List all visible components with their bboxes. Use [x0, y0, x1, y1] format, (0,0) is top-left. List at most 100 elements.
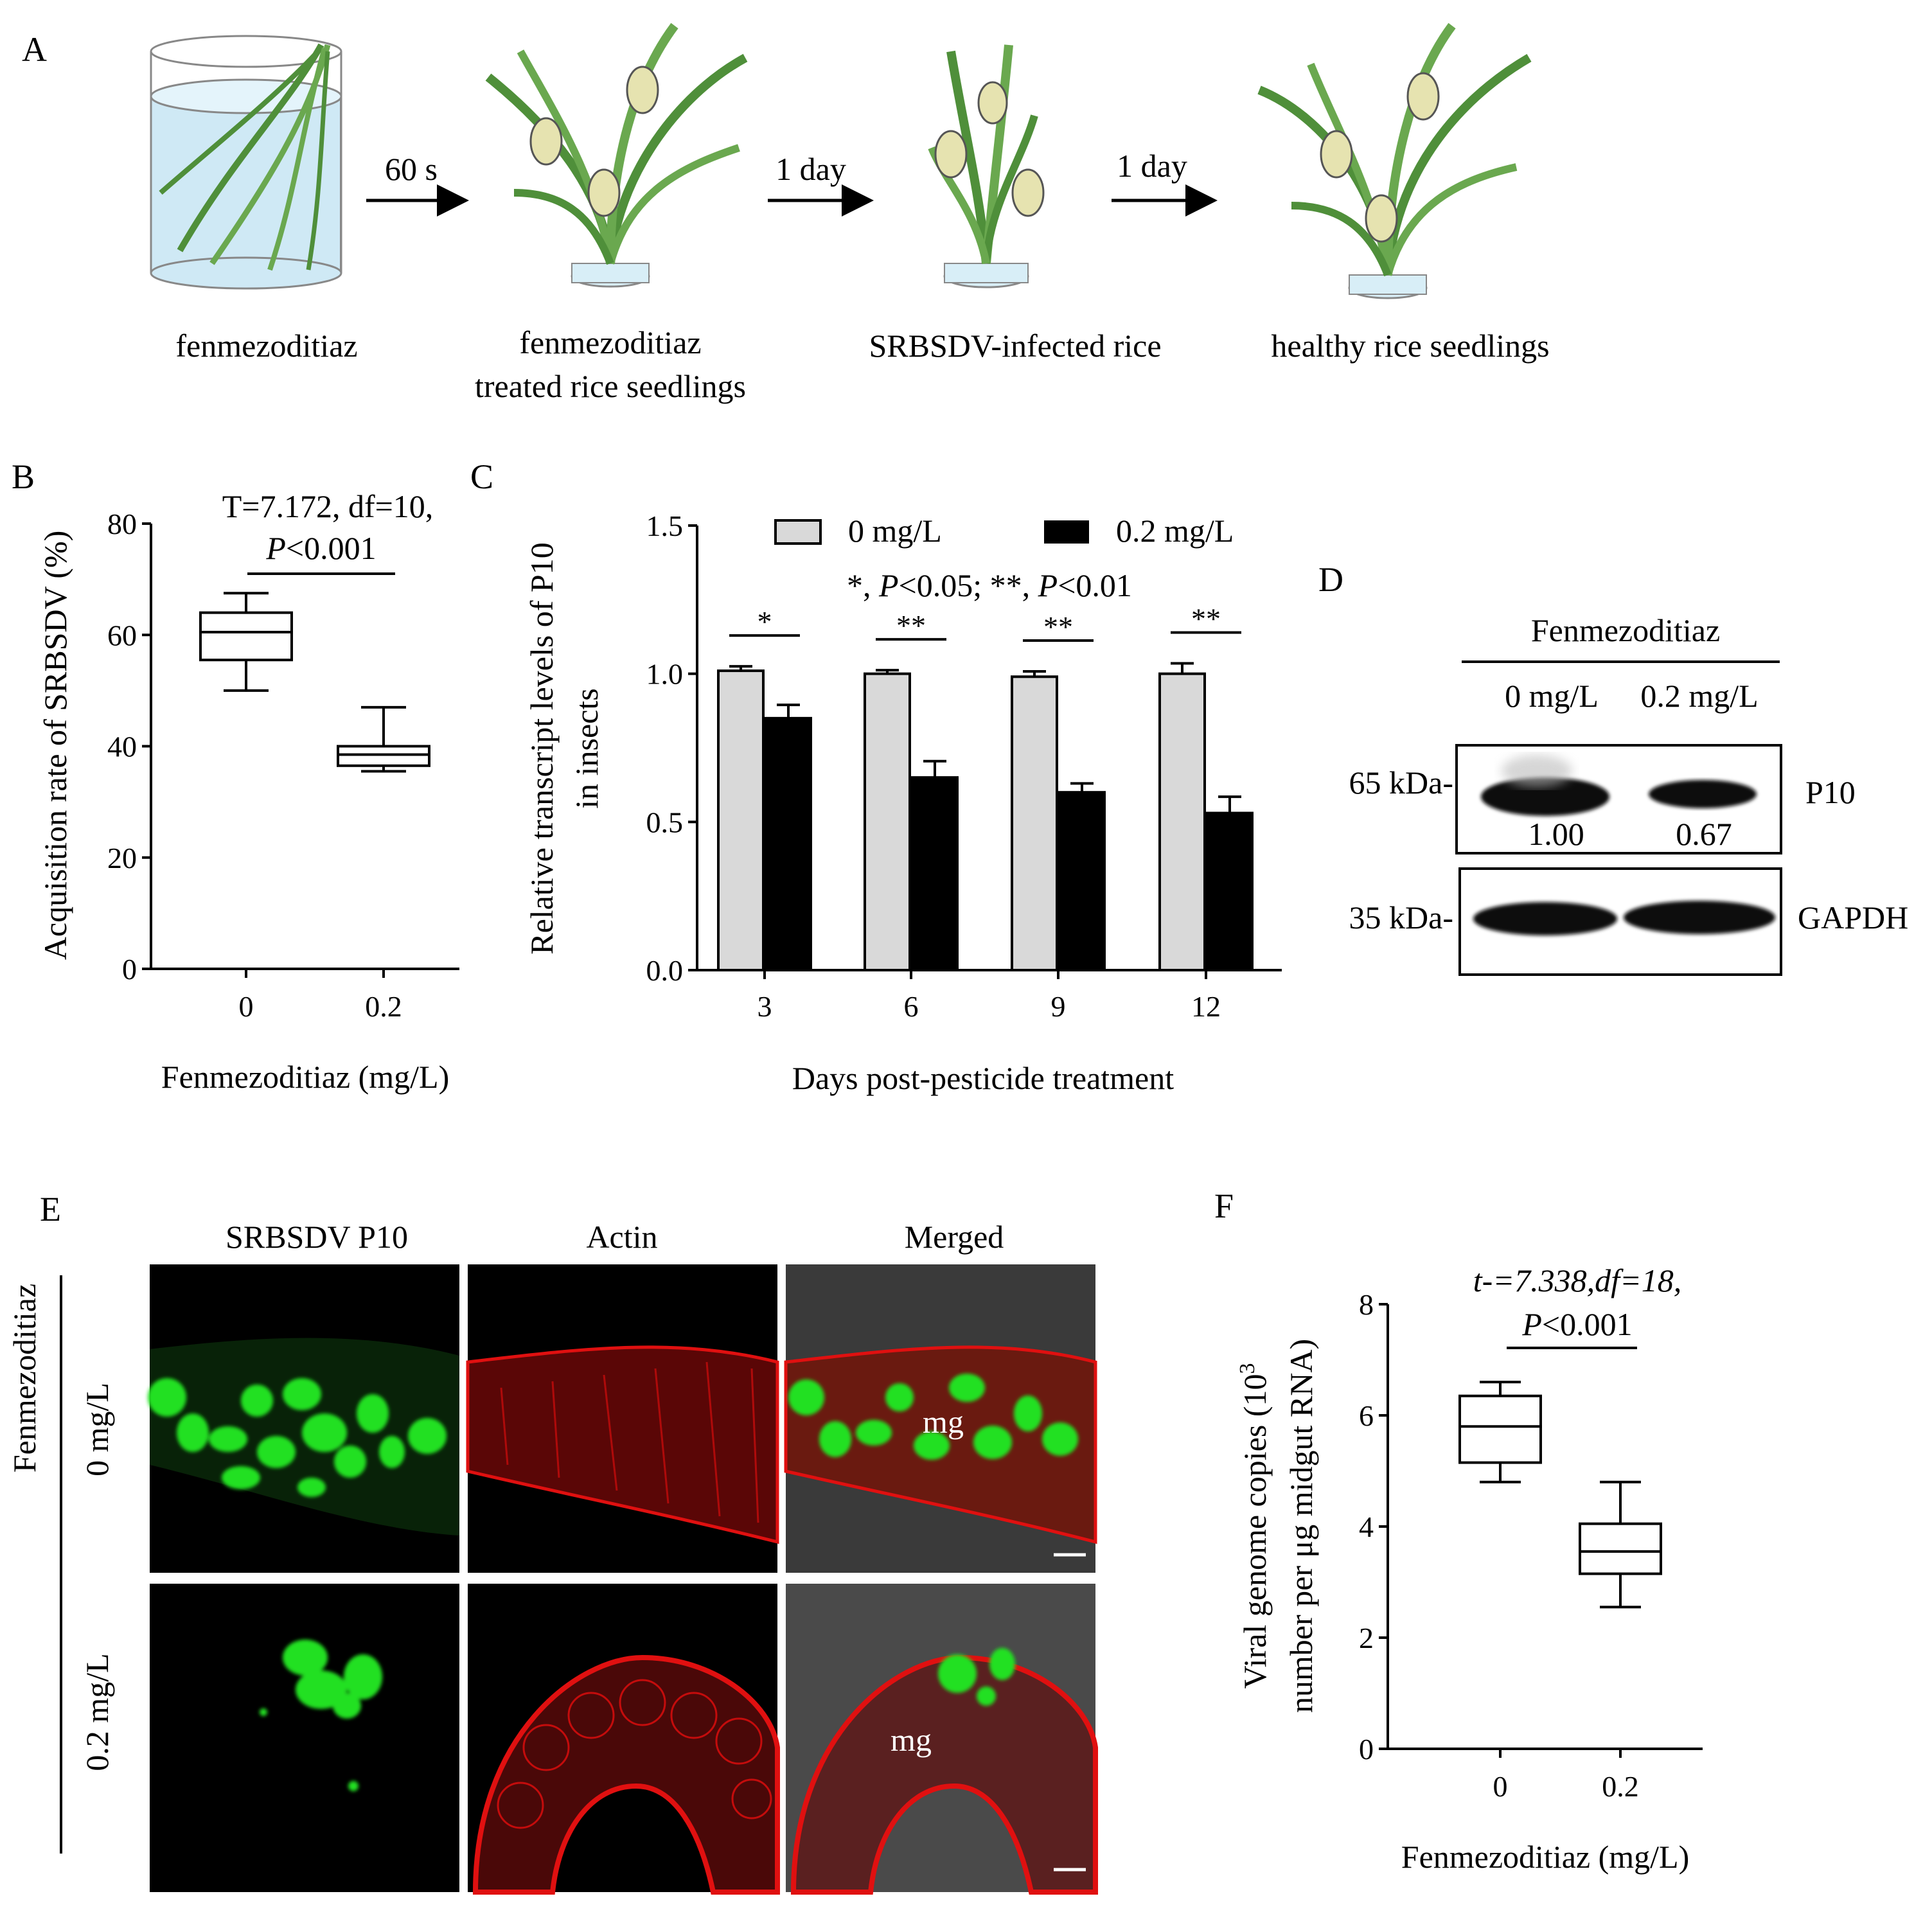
b-y-label: Acquisition rate of SRBSDV (%): [37, 531, 73, 960]
c-x-tick-label: 6: [904, 990, 919, 1023]
step-label-treated-line2: treated rice seedlings: [475, 368, 746, 404]
c-bar-treated: [911, 776, 959, 971]
c-bar-control: [717, 669, 765, 971]
b-y-tick-label: 80: [107, 508, 137, 540]
panel-letter-e: E: [40, 1190, 61, 1228]
c-x-label: Days post-pesticide treatment: [792, 1060, 1174, 1096]
panel-d: D Fenmezoditiaz 0 mg/L 0.2 mg/L 1.00 0.6…: [1318, 560, 1908, 976]
panel-letter-b: B: [12, 457, 35, 496]
c-bar-treated: [1058, 791, 1106, 971]
micrograph-0mg-p10: [148, 1264, 459, 1573]
band-gapdh-lane0: [1473, 902, 1617, 935]
e-row-1: 0.2 mg/L: [79, 1653, 115, 1771]
c-bar-control: [1158, 672, 1206, 971]
f-y-label-line2: number per μg midgut RNA): [1283, 1339, 1319, 1713]
c-x-tick-label: 3: [758, 990, 772, 1023]
c-y-label-line1: Relative transcript levels of P10: [524, 542, 560, 955]
d-quant-1: 0.67: [1676, 816, 1732, 852]
c-sig-stars: **: [896, 609, 926, 642]
micrograph-0mg-merged: mg: [784, 1264, 1097, 1573]
c-x-tick-label: 12: [1191, 990, 1221, 1023]
tissue-label-mg-0: mg: [923, 1404, 964, 1440]
step-label-treated-line1: fenmezoditiaz: [519, 324, 701, 360]
b-y-tick-label: 20: [107, 842, 137, 874]
legend-label-treated: 0.2 mg/L: [1116, 513, 1234, 549]
f-stat-p-value: <0.001: [1542, 1306, 1633, 1342]
chart-b: 0 20 40 60 80 0 0.2 Fenmezoditiaz (mg/L) Acquisi…: [37, 508, 459, 1095]
e-row-0: 0 mg/L: [79, 1383, 115, 1476]
band-label-p10: P10: [1805, 774, 1856, 810]
b-stat-line2: P<0.001: [265, 530, 376, 566]
f-y-tick-label: 4: [1359, 1510, 1374, 1543]
band-p10-lane0: [1481, 777, 1609, 816]
legend-swatch-treated: [1044, 520, 1089, 544]
b-stat-line1: T=7.172, df=10,: [222, 488, 434, 524]
f-y-tick-label: 6: [1359, 1399, 1374, 1432]
step-label-fenmezoditiaz: fenmezoditiaz: [175, 328, 357, 364]
f-x-label: Fenmezoditiaz (mg/L): [1401, 1839, 1689, 1875]
legend-label-control: 0 mg/L: [848, 513, 942, 549]
c-x-tick-label: 9: [1051, 990, 1066, 1023]
chart-f: 0 2 4 6 8 0 0.2 Fenmezoditiaz (mg/L) Viral genom…: [1236, 1288, 1703, 1875]
f-box: [1458, 1394, 1542, 1464]
band-gapdh-lane1: [1624, 901, 1775, 934]
band-label-gapdh: GAPDH: [1798, 899, 1908, 935]
step-label-infected: SRBSDV-infected rice: [869, 328, 1161, 364]
c-y-tick-label: 1.5: [646, 509, 684, 542]
c-sig-stars: *: [758, 605, 772, 638]
panel-letter-a: A: [22, 30, 47, 69]
micrograph-02mg-actin: [468, 1584, 780, 1895]
marker-65kda: 65 kDa-: [1349, 765, 1453, 801]
b-x-tick-label: 0: [239, 990, 254, 1023]
c-bar-control: [1011, 675, 1058, 972]
b-box: [199, 611, 293, 662]
f-box: [1579, 1522, 1662, 1575]
arrow-label-1day-a: 1 day: [775, 151, 846, 187]
b-stat-p: P: [265, 530, 286, 566]
c-bar-control: [864, 672, 911, 971]
f-x-tick-label: 0.2: [1602, 1770, 1639, 1803]
b-y-tick-label: 0: [122, 953, 137, 986]
panel-letter-f: F: [1214, 1187, 1234, 1225]
e-col-merged: Merged: [905, 1219, 1004, 1255]
panel-b: B 0 20 40 60 80 0 0.2 Fenmezoditiaz (mg/L) Acqui…: [12, 457, 459, 1095]
c-sig-stars: **: [1191, 603, 1221, 635]
f-stat-line2: P<0.001: [1521, 1306, 1632, 1342]
b-x-tick-label: 0.2: [365, 990, 402, 1023]
c-y-label-line2: in insects: [569, 688, 605, 808]
band-p10-lane1: [1649, 780, 1757, 808]
f-y-label-line1: Viral genome copies (103: [1236, 1363, 1273, 1689]
e-col-actin: Actin: [586, 1219, 657, 1255]
infected-rice-illustration: [928, 44, 1045, 288]
f-stat-line1: t-=7.338,df=18,: [1473, 1262, 1681, 1298]
e-row-group: Fenmezoditiaz: [6, 1284, 42, 1473]
c-y-tick-label: 1.0: [646, 658, 684, 691]
micrograph-02mg-p10: [150, 1584, 459, 1892]
treated-seedlings-illustration: [485, 22, 748, 288]
f-y-tick-label: 2: [1359, 1622, 1374, 1654]
f-y-tick-label: 0: [1359, 1733, 1374, 1766]
d-quant-0: 1.00: [1528, 816, 1584, 852]
panel-a: A fenmezoditiaz 60 s: [22, 22, 1550, 404]
micrograph-02mg-merged: mg: [786, 1584, 1098, 1895]
healthy-seedlings-illustration: [1257, 22, 1532, 299]
arrow-label-60s: 60 s: [385, 151, 438, 187]
c-sig-note: *, P<0.05; **, P<0.01: [847, 567, 1132, 603]
d-lane-0: 0 mg/L: [1505, 678, 1599, 714]
b-stat-p-value: <0.001: [286, 530, 377, 566]
b-box: [337, 745, 430, 767]
step-label-healthy: healthy rice seedlings: [1271, 328, 1549, 364]
beaker-illustration: [150, 35, 342, 290]
f-y-tick-label: 8: [1359, 1288, 1374, 1321]
legend-swatch-control: [774, 519, 822, 545]
panel-letter-c: C: [470, 457, 493, 496]
chart-c: 0.0 0.5 1.0 1.5 3 * 6 ** 9 ** 12 ** Days post-pestic…: [524, 509, 1282, 1096]
b-y-tick-label: 60: [107, 619, 137, 651]
panel-c: C 0.0 0.5 1.0 1.5 3 * 6 ** 9 ** 12 ** Days post-pest…: [470, 457, 1282, 1096]
marker-35kda: 35 kDa-: [1349, 899, 1453, 935]
f-x-tick-label: 0: [1493, 1770, 1508, 1803]
d-treatment-label: Fenmezoditiaz: [1531, 612, 1720, 648]
panel-e: E SRBSDV P10 Actin Merged Fenmezoditiaz …: [6, 1190, 1098, 1895]
